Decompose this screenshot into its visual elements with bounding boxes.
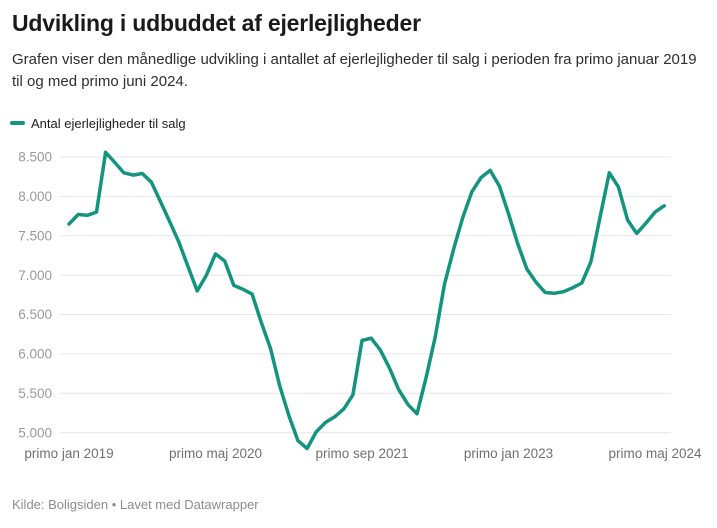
x-axis-label: primo jan 2023 (464, 446, 553, 461)
y-axis-label: 7.500 (18, 229, 52, 244)
y-axis-label: 6.000 (18, 347, 52, 362)
y-axis-label: 6.500 (18, 307, 52, 322)
legend: Antal ejerlejligheder til salg (10, 114, 186, 132)
y-axis-label: 5.000 (18, 425, 52, 440)
x-axis-label: primo sep 2021 (315, 446, 408, 461)
legend-line-swatch (10, 121, 25, 125)
x-axis-label: primo jan 2019 (24, 446, 113, 461)
chart-title: Udvikling i udbuddet af ejerlejligheder (12, 10, 421, 36)
chart-footer: Kilde: Boligsiden • Lavet med Datawrappe… (12, 497, 259, 512)
y-axis-label: 7.000 (18, 268, 52, 283)
y-axis-label: 5.500 (18, 386, 52, 401)
chart-description: Grafen viser den månedlige udvikling i a… (12, 51, 697, 90)
legend-label: Antal ejerlejligheder til salg (31, 115, 186, 131)
y-axis-label: 8.000 (18, 189, 52, 204)
x-axis-label: primo maj 2024 (608, 446, 702, 461)
series-line (67, 150, 666, 451)
y-axis-label: 8.500 (18, 150, 52, 165)
x-axis-label: primo maj 2020 (169, 446, 262, 461)
